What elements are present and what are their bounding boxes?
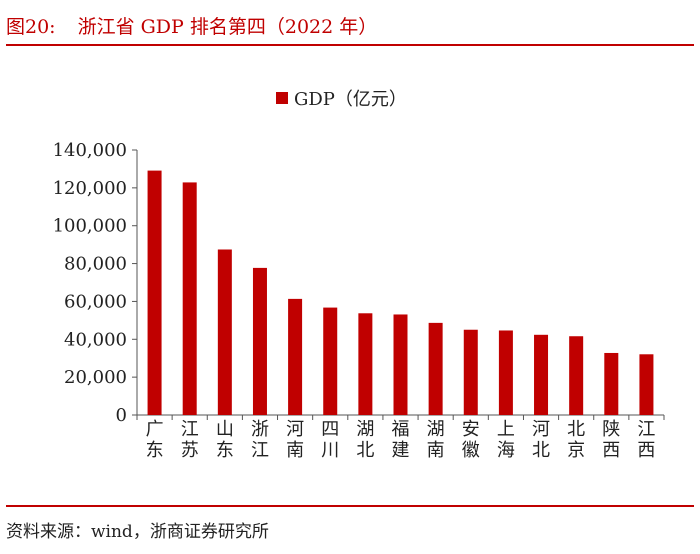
y-tick-label: 120,000 xyxy=(53,178,127,199)
bar-15 xyxy=(639,354,654,415)
x-tick-label: 安徽 xyxy=(462,419,480,461)
x-tick-label: 江苏 xyxy=(181,419,199,461)
bar-9 xyxy=(428,322,443,415)
bar-7 xyxy=(358,313,373,415)
bar-5 xyxy=(288,298,303,415)
top-divider xyxy=(6,44,694,46)
source-note: 资料来源：wind，浙商证券研究所 xyxy=(6,522,269,542)
x-tick-label: 山东 xyxy=(216,419,234,461)
y-tick-label: 100,000 xyxy=(53,216,127,237)
bar-13 xyxy=(569,336,584,415)
x-tick-label: 上海 xyxy=(497,419,515,461)
x-tick-label: 北京 xyxy=(567,419,585,461)
x-tick-label: 江西 xyxy=(637,419,655,461)
x-tick-label: 河北 xyxy=(532,419,550,461)
bar-4 xyxy=(252,267,267,415)
figure-title-text: 浙江省 GDP 排名第四（2022 年） xyxy=(77,16,378,38)
bar-10 xyxy=(463,329,478,415)
y-tick-label: 140,000 xyxy=(53,140,127,161)
legend-swatch xyxy=(276,92,288,104)
bar-8 xyxy=(393,314,408,415)
y-tick-label: 60,000 xyxy=(64,291,127,312)
figure-label: 图20: xyxy=(6,16,56,38)
x-tick-label: 湖南 xyxy=(427,419,445,461)
x-tick-label: 湖北 xyxy=(356,419,374,461)
gdp-bar-chart: GDP（亿元） 0 20,000 40,000 60,000 80,000 100,000 1… xyxy=(53,89,665,461)
legend-label: GDP（亿元） xyxy=(294,89,407,110)
x-tick-label: 四川 xyxy=(321,419,339,461)
y-tick-label: 80,000 xyxy=(64,254,127,275)
y-tick-label: 20,000 xyxy=(64,367,127,388)
x-tick-label: 陕西 xyxy=(602,419,620,461)
bar-2 xyxy=(182,182,197,415)
bottom-divider xyxy=(6,505,694,507)
x-tick-label: 广东 xyxy=(146,419,164,461)
bar-6 xyxy=(323,307,338,415)
bar-1 xyxy=(147,170,162,415)
bar-12 xyxy=(534,334,549,415)
x-tick-label: 福建 xyxy=(392,419,410,461)
bar-11 xyxy=(498,330,513,415)
y-tick-label: 40,000 xyxy=(64,329,127,350)
bar-3 xyxy=(217,249,232,415)
y-tick-label: 0 xyxy=(116,405,127,426)
bar-14 xyxy=(604,352,619,415)
x-tick-label: 浙江 xyxy=(251,419,269,461)
x-tick-label: 河南 xyxy=(286,419,304,461)
figure-title: 图20: 浙江省 GDP 排名第四（2022 年） xyxy=(6,12,399,39)
